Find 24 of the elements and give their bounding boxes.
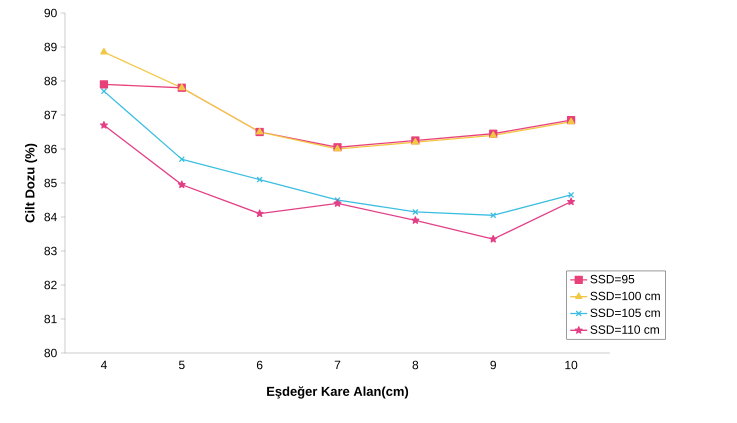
y-tick-label: 81 bbox=[44, 314, 57, 324]
y-tick-label: 85 bbox=[44, 178, 57, 188]
y-tick-label: 88 bbox=[44, 76, 57, 86]
x-tick-label: 5 bbox=[178, 360, 185, 370]
legend-label: SSD=105 cm bbox=[590, 308, 660, 318]
y-tick-label: 87 bbox=[44, 110, 57, 120]
y-tick-label: 82 bbox=[44, 280, 57, 290]
legend-label: SSD=100 cm bbox=[590, 292, 660, 300]
y-tick-label: 86 bbox=[44, 144, 57, 154]
legend-label: SSD=110 cm bbox=[590, 325, 659, 334]
y-tick-label: 80 bbox=[44, 348, 57, 358]
legend-label: SSD=95 bbox=[590, 274, 634, 284]
y-tick-label: 90 bbox=[44, 8, 57, 18]
x-tick-label: 10 bbox=[565, 360, 578, 370]
y-axis-title: Cilt Dozu (%) bbox=[25, 144, 38, 222]
x-tick-label: 4 bbox=[100, 360, 107, 369]
x-tick-label: 6 bbox=[256, 360, 262, 370]
x-tick-label: 7 bbox=[334, 360, 340, 369]
y-tick-label: 83 bbox=[44, 246, 57, 256]
y-tick-label: 89 bbox=[44, 42, 57, 52]
x-tick-label: 9 bbox=[490, 360, 496, 370]
y-tick-label: 84 bbox=[44, 212, 57, 222]
x-tick-label: 8 bbox=[412, 360, 418, 370]
x-axis-title: Eşdeğer Kare Alan(cm) bbox=[267, 386, 408, 399]
